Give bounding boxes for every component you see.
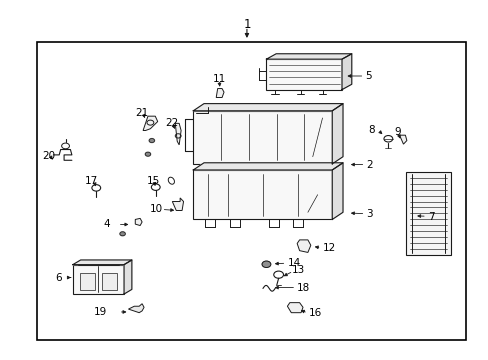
Polygon shape [266, 54, 351, 59]
Text: 7: 7 [427, 212, 433, 221]
Text: 9: 9 [394, 127, 401, 136]
Polygon shape [297, 240, 310, 252]
Circle shape [145, 152, 150, 156]
Text: 11: 11 [212, 74, 225, 84]
Text: 19: 19 [94, 307, 107, 317]
Bar [193, 170, 331, 220]
Polygon shape [193, 163, 342, 170]
Polygon shape [73, 260, 132, 265]
Polygon shape [128, 304, 144, 313]
Text: 1: 1 [243, 18, 250, 31]
Text: 20: 20 [42, 150, 55, 161]
Text: 14: 14 [287, 258, 300, 268]
Text: 2: 2 [366, 159, 372, 170]
Polygon shape [331, 163, 342, 220]
Bar [73, 265, 124, 294]
Text: 13: 13 [292, 265, 305, 275]
Text: 4: 4 [103, 220, 110, 229]
Circle shape [120, 232, 125, 236]
Bar [266, 59, 341, 90]
Polygon shape [175, 123, 181, 145]
Text: 12: 12 [322, 243, 335, 253]
Polygon shape [341, 54, 351, 90]
Text: 21: 21 [135, 108, 148, 118]
Polygon shape [193, 104, 342, 111]
Circle shape [149, 139, 154, 143]
Polygon shape [172, 198, 183, 211]
Bar [37, 42, 466, 339]
Text: 3: 3 [366, 209, 372, 219]
Polygon shape [143, 116, 158, 131]
Circle shape [262, 261, 270, 267]
Text: 8: 8 [368, 125, 374, 135]
Polygon shape [135, 219, 142, 226]
Bar [406, 172, 450, 255]
Bar [193, 111, 331, 164]
Text: 5: 5 [365, 71, 371, 81]
Text: 6: 6 [55, 273, 61, 283]
Polygon shape [124, 260, 132, 294]
Text: 18: 18 [297, 283, 310, 293]
Bar [80, 273, 95, 291]
Text: 22: 22 [165, 118, 179, 128]
Polygon shape [287, 303, 303, 313]
Text: 17: 17 [84, 176, 98, 186]
Polygon shape [216, 89, 224, 98]
Bar [102, 273, 117, 291]
Text: 10: 10 [149, 204, 162, 214]
Polygon shape [399, 135, 406, 144]
Polygon shape [331, 104, 342, 164]
Text: 15: 15 [147, 176, 160, 186]
Text: 16: 16 [308, 309, 322, 318]
